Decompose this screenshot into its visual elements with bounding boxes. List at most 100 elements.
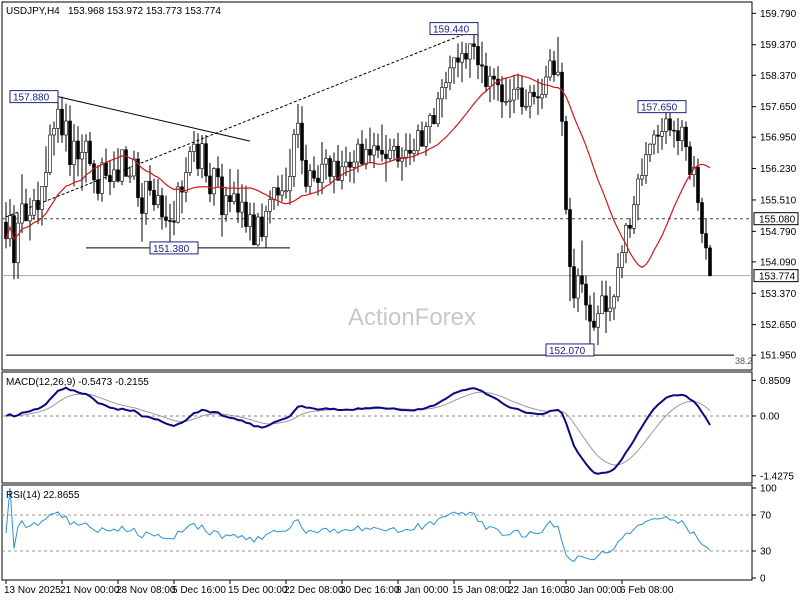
price-annotation-label: 151.380 — [153, 244, 190, 255]
candle-body — [36, 200, 40, 210]
candle-body — [432, 115, 436, 124]
candle-body — [296, 122, 300, 135]
candle-body — [220, 176, 224, 216]
candle-body — [396, 146, 400, 162]
candle-body — [472, 43, 476, 47]
candle-body — [668, 118, 672, 131]
candle-body — [156, 195, 160, 206]
candle-body — [656, 134, 660, 137]
last-price-box — [753, 269, 799, 283]
candle-body — [40, 186, 44, 210]
candle-body — [420, 130, 424, 147]
candle-body — [128, 175, 132, 178]
candle-body — [384, 153, 388, 159]
candle-body — [596, 313, 600, 328]
candle-body — [336, 160, 340, 181]
candle-body — [632, 204, 636, 229]
candle-body — [200, 143, 204, 169]
candle-body — [708, 247, 712, 277]
candle-body — [452, 57, 456, 69]
candle-body — [328, 158, 332, 177]
candle-body — [528, 91, 532, 107]
candle-body — [232, 193, 236, 202]
candle-body — [612, 296, 616, 309]
candle-body — [616, 267, 620, 298]
candle-body — [276, 187, 280, 196]
rsi-tick-label: 70 — [760, 511, 772, 522]
candle-body — [608, 307, 612, 312]
candle-body — [680, 126, 684, 141]
macd-panel-frame — [1, 371, 753, 484]
candle-body — [60, 108, 64, 136]
candle-body — [16, 222, 20, 264]
level-price-label: 155.080 — [759, 215, 796, 226]
price-annotation-box — [149, 241, 199, 255]
candle-body — [112, 169, 116, 182]
candle-body — [212, 168, 216, 195]
candle-body — [484, 65, 488, 87]
candle-body — [184, 172, 188, 193]
time-tick-label: 6 Feb 08:00 — [620, 585, 674, 596]
candle-body — [196, 143, 200, 169]
candle-body — [700, 202, 704, 234]
candle-body — [424, 126, 428, 147]
candle-body — [96, 179, 100, 194]
price-axis: 159.790 159.370 158.370 157.650 156.950 156.2… — [752, 9, 799, 362]
candle-body — [428, 115, 432, 128]
candle-body — [372, 145, 376, 156]
price-tick-label: 158.370 — [760, 71, 797, 82]
time-tick-label: 15 Jan 08:00 — [452, 585, 510, 596]
candle-body — [480, 64, 484, 67]
candle-body — [604, 295, 608, 312]
price-lines — [2, 28, 752, 356]
candle-body — [368, 149, 372, 156]
candle-body — [248, 214, 252, 227]
macd-line — [5, 386, 711, 475]
candle-body — [652, 134, 656, 145]
candle-body — [300, 122, 304, 161]
candle-body — [148, 180, 152, 191]
candle-body — [244, 201, 248, 227]
macd-label: MACD(12,26,9) -0.5473 -0.2155 — [6, 377, 149, 388]
rsi-panel-frame — [1, 484, 753, 581]
candle-body — [240, 201, 244, 213]
candle-body — [108, 175, 112, 182]
price-tick-label: 154.790 — [760, 227, 797, 238]
candle-body — [104, 162, 108, 176]
macd-tick-label: 0.8509 — [760, 376, 791, 387]
candle-body — [168, 220, 172, 222]
price-tick-label: 156.950 — [760, 133, 797, 144]
candle-body — [376, 145, 380, 151]
candle-body — [20, 203, 24, 224]
candle-body — [116, 169, 120, 182]
time-tick-label: 15 Dec 00:00 — [228, 585, 288, 596]
candle-body — [344, 161, 348, 168]
candle-body — [136, 158, 140, 199]
candle-body — [208, 175, 212, 195]
time-tick-label: 13 Nov 2025 — [4, 585, 61, 596]
time-tick-label: 5 Dec 16:00 — [172, 585, 226, 596]
candles — [4, 28, 712, 350]
candle-body — [592, 320, 596, 328]
candle-body — [516, 87, 520, 90]
price-annotation-label: 152.070 — [549, 346, 586, 357]
time-tick-label: 28 Nov 08:00 — [116, 585, 176, 596]
candle-body — [696, 166, 700, 203]
candle-body — [64, 120, 68, 136]
candle-body — [412, 150, 416, 154]
candle-body — [580, 275, 584, 285]
price-annotation-box — [429, 22, 479, 36]
price-annotation-label: 157.880 — [13, 93, 50, 104]
rsi-tick-label: 30 — [760, 547, 772, 558]
candle-body — [260, 216, 264, 237]
candle-body — [392, 146, 396, 151]
candle-body — [292, 134, 296, 177]
time-tick-label: 30 Dec 16:00 — [340, 585, 400, 596]
candle-body — [456, 57, 460, 63]
candle-body — [588, 304, 592, 322]
macd-tick-label: 0.00 — [760, 411, 780, 422]
candle-body — [52, 128, 56, 136]
